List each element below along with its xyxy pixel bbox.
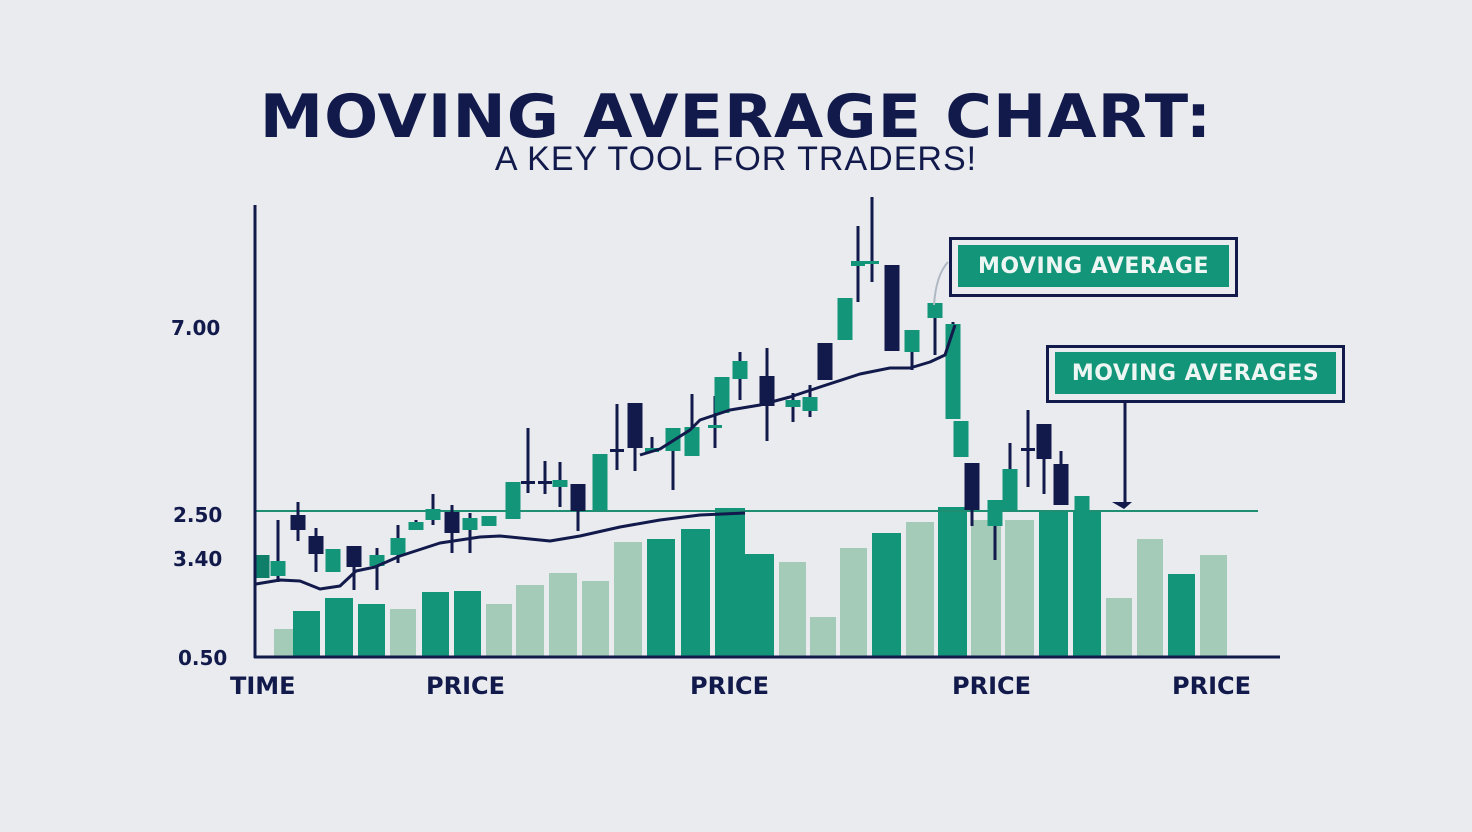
volume-bar — [779, 562, 806, 657]
volume-bar — [906, 522, 934, 657]
candlestick — [732, 352, 748, 400]
volume-bar — [549, 573, 577, 657]
candlestick — [945, 322, 961, 419]
volume-bar — [1005, 520, 1034, 657]
y-tick-label: 3.40 — [173, 547, 223, 571]
x-axis-label: TIME — [230, 672, 296, 700]
candlestick — [308, 528, 324, 572]
candlestick — [408, 520, 424, 530]
candlestick — [425, 494, 441, 525]
candlestick — [714, 377, 730, 413]
candlestick — [325, 549, 341, 572]
candlestick — [1036, 424, 1052, 494]
candlestick — [684, 394, 700, 456]
x-axis-label: PRICE — [952, 672, 1032, 700]
x-axis-label: PRICE — [426, 672, 506, 700]
candlestick — [610, 404, 624, 470]
moving-average-line — [639, 324, 957, 457]
volume-bar — [1137, 539, 1163, 657]
volume-bar — [810, 617, 836, 657]
candlestick — [290, 502, 306, 541]
volume-bar — [1106, 598, 1132, 657]
chart-title: MOVING AVERAGE CHART: — [259, 82, 1213, 152]
x-axis-label: PRICE — [690, 672, 770, 700]
volume-bar — [325, 598, 353, 657]
callout-connector-1 — [933, 261, 949, 306]
candlestick — [904, 330, 920, 370]
candlestick — [837, 298, 853, 340]
candlestick — [759, 348, 775, 441]
candlestick — [521, 428, 535, 493]
candlestick — [270, 520, 286, 582]
volume-bar — [390, 609, 416, 657]
volume-bars — [274, 507, 1227, 657]
volume-bar — [840, 548, 867, 657]
callout-moving-averages-label: MOVING AVERAGES — [1055, 352, 1336, 394]
candlestick — [627, 403, 643, 471]
callout-arrowhead-2 — [1112, 502, 1132, 509]
volume-bar — [872, 533, 901, 657]
chart-subtitle: A KEY TOOL FOR TRADERS! — [494, 140, 978, 178]
candlestick — [505, 482, 521, 519]
moving-average-lines — [255, 324, 957, 591]
volume-bar — [1200, 555, 1227, 657]
candlestick — [884, 265, 900, 351]
candlestick — [346, 546, 362, 590]
candlestick — [552, 462, 568, 507]
candlestick — [444, 505, 460, 553]
candlestick — [369, 548, 385, 590]
callout-moving-average: MOVING AVERAGE — [949, 237, 1238, 297]
candlestick — [462, 513, 478, 553]
volume-bar — [582, 581, 609, 657]
candlestick — [1053, 451, 1069, 505]
candlestick — [592, 454, 608, 510]
volume-bar — [681, 529, 710, 657]
x-axis-label: PRICE — [1172, 672, 1252, 700]
y-tick-label: 7.00 — [171, 316, 221, 340]
volume-bar — [938, 507, 967, 657]
candlestick — [570, 484, 586, 531]
candlestick — [254, 555, 270, 578]
volume-bar — [745, 554, 774, 657]
volume-bar — [1073, 512, 1101, 657]
callout-moving-averages: MOVING AVERAGES — [1046, 345, 1345, 403]
candlestick — [851, 226, 865, 302]
volume-bar — [422, 592, 449, 657]
candlesticks — [254, 197, 1090, 590]
candlestick — [538, 461, 552, 494]
candlestick — [865, 197, 879, 282]
volume-bar — [454, 591, 481, 657]
candlestick — [953, 421, 969, 457]
volume-bar — [516, 585, 544, 657]
volume-bar — [486, 604, 512, 657]
candlestick — [1002, 443, 1018, 510]
volume-bar — [1168, 574, 1195, 657]
moving-average-line — [255, 511, 746, 591]
volume-bar — [358, 604, 385, 657]
callout-moving-average-label: MOVING AVERAGE — [958, 245, 1229, 287]
candlestick — [1074, 496, 1090, 513]
candlestick — [964, 463, 980, 526]
y-tick-label: 0.50 — [178, 646, 228, 670]
volume-bar — [647, 539, 675, 657]
candlestick — [481, 516, 497, 526]
candlestick — [817, 343, 833, 380]
candlestick — [987, 500, 1003, 560]
volume-bar — [1039, 511, 1068, 657]
candlestick — [785, 393, 801, 422]
y-tick-label: 2.50 — [173, 503, 223, 527]
volume-bar — [715, 508, 745, 657]
candlestick — [927, 303, 943, 355]
candlestick — [1021, 410, 1035, 487]
volume-bar — [614, 542, 642, 657]
volume-bar — [293, 611, 320, 657]
